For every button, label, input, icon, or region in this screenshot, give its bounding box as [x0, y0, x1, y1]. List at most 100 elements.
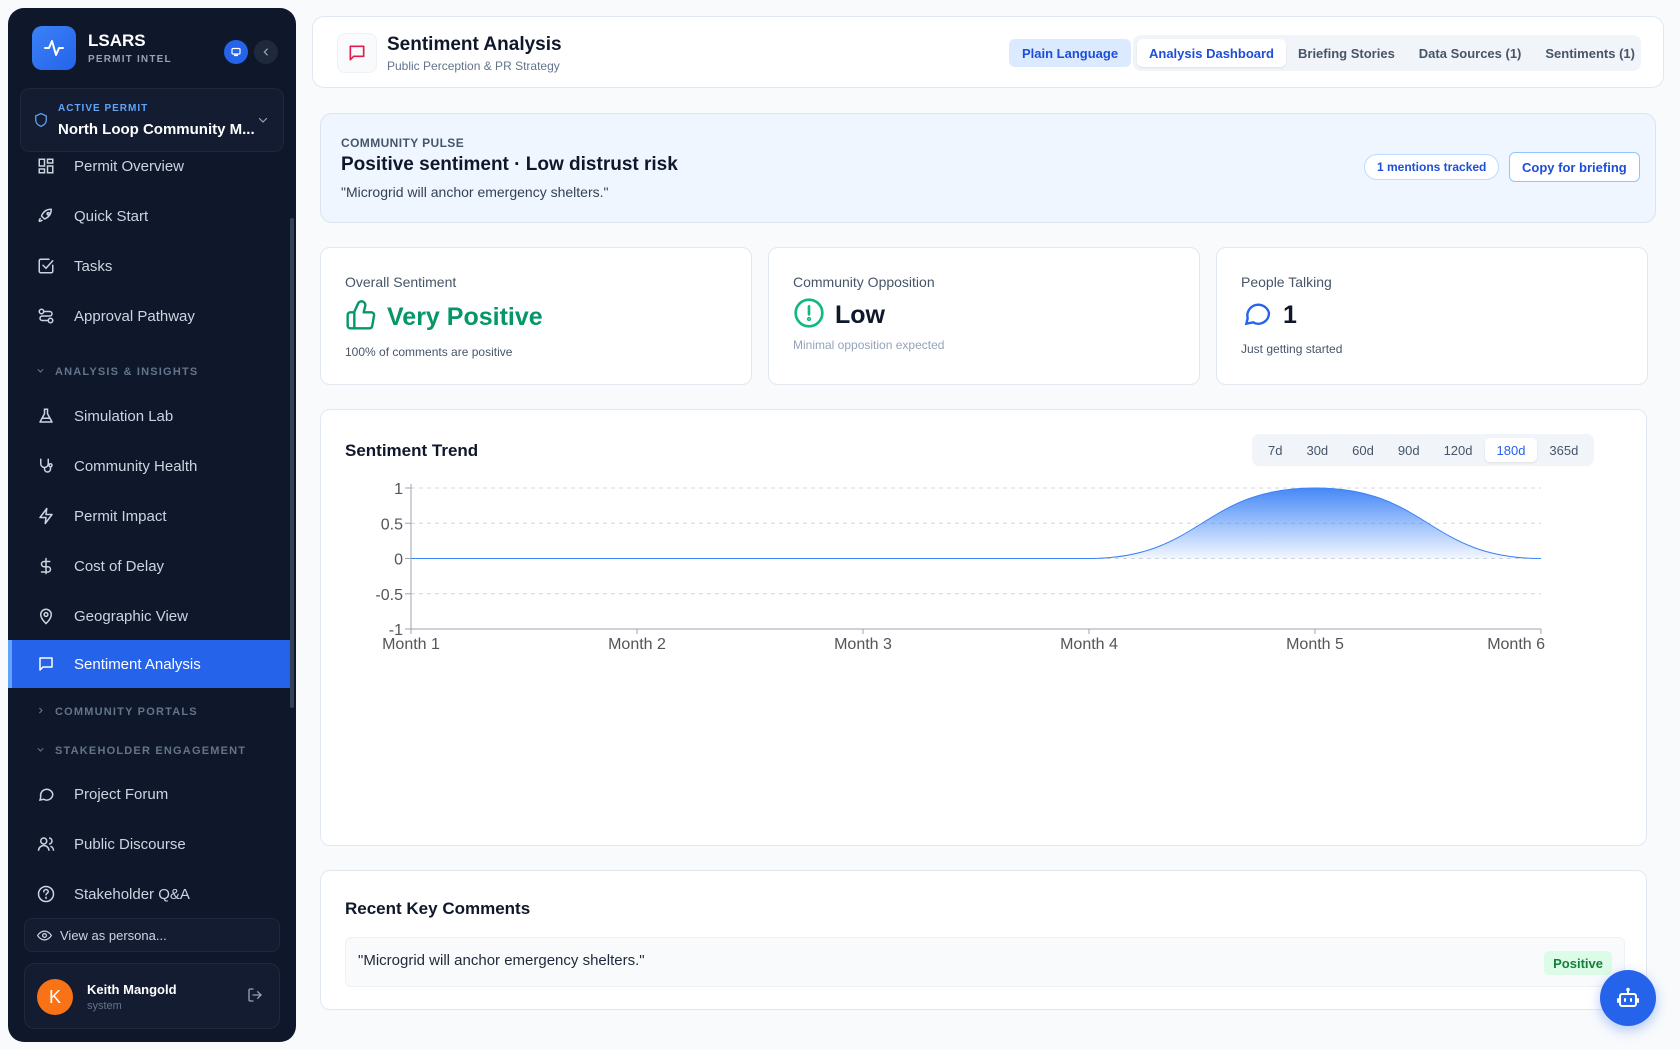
- pulse-quote: "Microgrid will anchor emergency shelter…: [341, 184, 609, 200]
- sentiment-badge: Positive: [1544, 951, 1612, 975]
- sidebar-item-simulation-lab[interactable]: Simulation Lab: [8, 392, 290, 440]
- active-permit-selector[interactable]: ACTIVE PERMIT North Loop Community M...: [20, 88, 284, 152]
- route-icon: [36, 306, 56, 326]
- rocket-icon: [36, 206, 56, 226]
- sidebar: LSARS PERMIT INTEL ACTIVE PERMIT North L…: [8, 8, 296, 1042]
- plain-language-toggle[interactable]: Plain Language: [1009, 39, 1132, 67]
- message-icon: [337, 33, 377, 73]
- chat-bubble-icon: [36, 784, 56, 804]
- pulse-label: COMMUNITY PULSE: [341, 136, 465, 150]
- sidebar-item-label: Approval Pathway: [74, 307, 195, 325]
- sidebar-item-label: Cost of Delay: [74, 557, 165, 575]
- x-tick-label: Month 3: [834, 636, 892, 653]
- sidebar-item-approval-pathway[interactable]: Approval Pathway: [8, 292, 290, 340]
- sidebar-item-tasks[interactable]: Tasks: [8, 242, 290, 290]
- user-card: K Keith Mangold system: [24, 963, 280, 1029]
- overall-sentiment-card: Overall Sentiment Very Positive 100% of …: [320, 247, 752, 385]
- tab-briefing-stories[interactable]: Briefing Stories: [1298, 45, 1395, 61]
- view-as-persona-button[interactable]: View as persona...: [24, 918, 280, 952]
- sidebar-item-geographic-view[interactable]: Geographic View: [8, 592, 290, 640]
- chevron-right-icon: [36, 706, 45, 718]
- range-7d[interactable]: 7d: [1268, 442, 1283, 458]
- community-opposition-card: Community Opposition Low Minimal opposit…: [768, 247, 1200, 385]
- y-tick-label: 0.5: [381, 516, 403, 533]
- users-icon: [36, 834, 56, 854]
- people-note: Just getting started: [1241, 342, 1343, 356]
- range-90d[interactable]: 90d: [1397, 442, 1420, 458]
- chevron-down-icon: [257, 113, 269, 131]
- permit-label: ACTIVE PERMIT: [58, 103, 149, 114]
- alert-circle-icon: [793, 297, 825, 334]
- avatar: K: [37, 979, 73, 1015]
- mentions-badge: 1 mentions tracked: [1364, 154, 1500, 180]
- people-talking-card: People Talking 1 Just getting started: [1216, 247, 1648, 385]
- shield-icon: [34, 112, 48, 133]
- pulse-title: Positive sentiment · Low distrust risk: [341, 154, 678, 175]
- dollar-icon: [36, 556, 56, 576]
- map-pin-icon: [36, 606, 56, 626]
- brand-subtitle: PERMIT INTEL: [88, 54, 172, 65]
- chart-title: Sentiment Trend: [345, 441, 479, 460]
- sidebar-item-quick-start[interactable]: Quick Start: [8, 192, 290, 240]
- card-label: Overall Sentiment: [345, 274, 457, 290]
- sidebar-item-label: Simulation Lab: [74, 407, 174, 425]
- section-community-portals[interactable]: COMMUNITY PORTALS: [36, 706, 198, 718]
- sidebar-item-label: Sentiment Analysis: [74, 655, 201, 673]
- tab-sentiments[interactable]: Sentiments (1): [1545, 45, 1635, 61]
- section-stakeholder-engagement[interactable]: STAKEHOLDER ENGAGEMENT: [36, 745, 246, 757]
- sidebar-nav: Permit Overview Quick Start Tasks Approv…: [8, 154, 290, 914]
- section-analysis-insights[interactable]: ANALYSIS & INSIGHTS: [36, 366, 198, 378]
- brand-name: LSARS: [88, 31, 146, 50]
- copy-for-briefing-button[interactable]: Copy for briefing: [1509, 152, 1640, 182]
- range-180d[interactable]: 180d: [1484, 438, 1538, 462]
- tab-data-sources[interactable]: Data Sources (1): [1418, 45, 1522, 61]
- sidebar-item-cost-of-delay[interactable]: Cost of Delay: [8, 542, 290, 590]
- sidebar-item-label: Permit Impact: [74, 507, 167, 525]
- x-tick-label: Month 6: [1487, 636, 1545, 653]
- range-60d[interactable]: 60d: [1352, 442, 1374, 458]
- logout-icon[interactable]: [247, 987, 263, 1008]
- sidebar-scrollbar[interactable]: [290, 218, 294, 708]
- sidebar-item-project-forum[interactable]: Project Forum: [8, 770, 290, 818]
- sidebar-item-permit-overview[interactable]: Permit Overview: [8, 154, 290, 190]
- permit-name: North Loop Community M...: [58, 121, 255, 138]
- stethoscope-icon: [36, 456, 56, 476]
- user-name: Keith Mangold: [87, 982, 177, 997]
- y-tick-label: 1: [394, 481, 403, 498]
- card-label: Community Opposition: [793, 274, 935, 290]
- page-title: Sentiment Analysis: [387, 34, 562, 55]
- comments-title: Recent Key Comments: [345, 899, 531, 918]
- sidebar-item-stakeholder-qa[interactable]: Stakeholder Q&A: [8, 870, 290, 914]
- community-pulse-banner: COMMUNITY PULSE Positive sentiment · Low…: [320, 113, 1656, 223]
- tab-analysis-dashboard[interactable]: Analysis Dashboard: [1137, 39, 1286, 67]
- sentiment-value: Very Positive: [387, 303, 543, 331]
- range-120d[interactable]: 120d: [1443, 442, 1473, 458]
- sidebar-item-public-discourse[interactable]: Public Discourse: [8, 820, 290, 868]
- x-tick-label: Month 5: [1286, 636, 1344, 653]
- collapse-sidebar-button[interactable]: [254, 40, 278, 64]
- comment-text: "Microgrid will anchor emergency shelter…: [358, 952, 645, 969]
- people-count: 1: [1283, 301, 1297, 329]
- sentiment-area-fill: [411, 488, 1541, 559]
- chat-toggle-button[interactable]: [224, 40, 248, 64]
- y-tick-label: -0.5: [375, 587, 403, 604]
- sidebar-item-label: Tasks: [74, 257, 113, 275]
- assistant-bot-button[interactable]: [1600, 970, 1656, 1026]
- message-icon: [36, 654, 56, 674]
- sidebar-item-permit-impact[interactable]: Permit Impact: [8, 492, 290, 540]
- range-30d[interactable]: 30d: [1306, 442, 1329, 458]
- opposition-value: Low: [835, 301, 885, 329]
- list-item[interactable]: "Microgrid will anchor emergency shelter…: [345, 937, 1625, 987]
- user-role: system: [87, 1000, 122, 1012]
- y-tick-label: 0: [394, 552, 403, 569]
- sidebar-item-sentiment-analysis[interactable]: Sentiment Analysis: [8, 640, 290, 688]
- pulse-logo-icon: [32, 26, 76, 70]
- persona-label: View as persona...: [60, 927, 167, 943]
- x-tick-label: Month 2: [608, 636, 666, 653]
- range-365d[interactable]: 365d: [1549, 442, 1579, 458]
- sidebar-item-community-health[interactable]: Community Health: [8, 442, 290, 490]
- bot-icon: [1617, 987, 1639, 1007]
- sidebar-item-label: Community Health: [74, 457, 198, 475]
- sentiment-trend-card: Sentiment Trend 7d 30d 60d 90d 120d 180d…: [320, 409, 1647, 846]
- sidebar-item-label: Public Discourse: [74, 835, 186, 853]
